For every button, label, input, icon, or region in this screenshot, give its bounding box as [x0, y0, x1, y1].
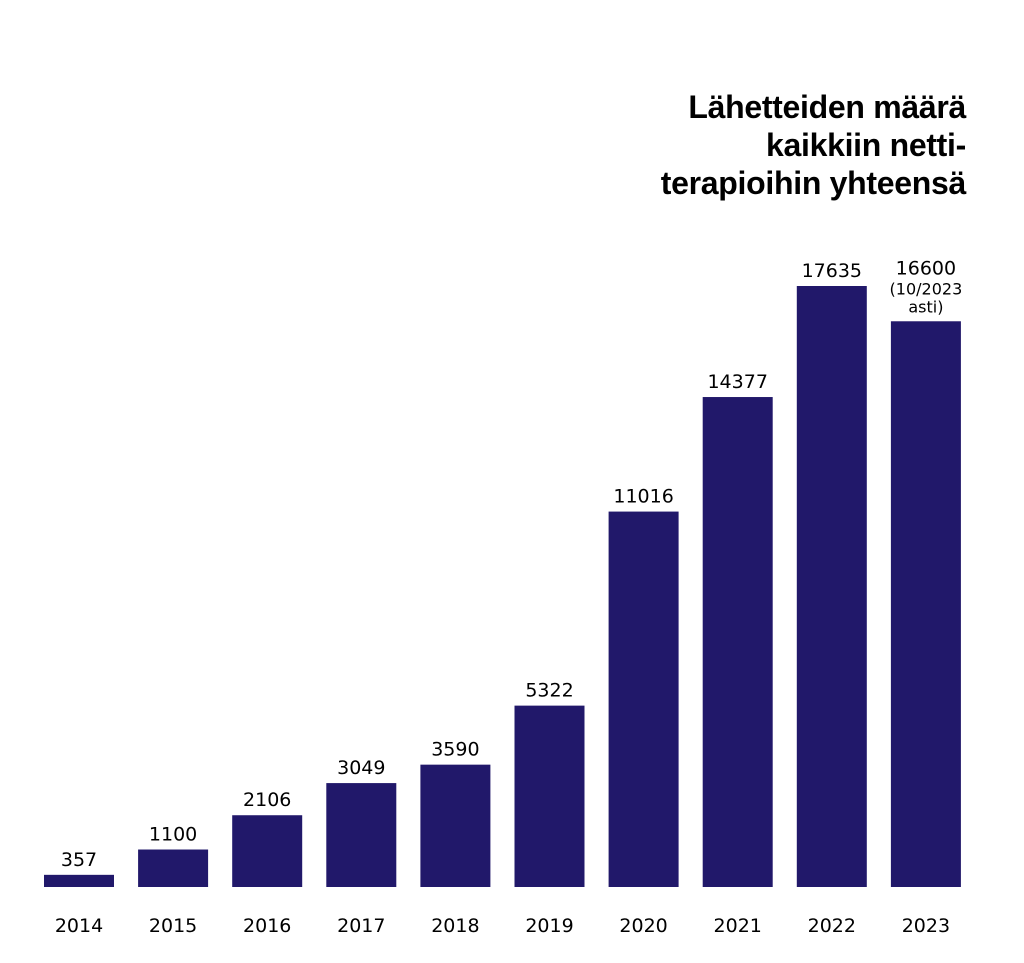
bar-value-label: 17635	[802, 260, 862, 282]
bar-annotation: asti)	[908, 297, 943, 316]
bar-value-label: 11016	[613, 486, 673, 508]
x-tick-label: 2015	[149, 915, 197, 937]
bars-layer	[44, 286, 961, 887]
x-tick-label: 2016	[243, 915, 291, 937]
chart-title: Lähetteiden määrä kaikkiin netti- terapi…	[546, 88, 967, 202]
bar	[420, 764, 491, 887]
x-tick-label: 2021	[714, 915, 762, 937]
x-tick-label: 2020	[619, 915, 667, 937]
labels-layer: 357 2014 1100 2015 2106 2016 3049 2017 3590 2018 5…	[55, 257, 962, 937]
bar	[44, 874, 114, 887]
chart-title-line: Lähetteiden määrä	[688, 89, 966, 125]
bar	[326, 783, 397, 887]
bar-value-label: 2106	[243, 789, 291, 811]
x-tick-label: 2022	[808, 915, 856, 937]
bar	[702, 397, 773, 887]
chart-title-line: kaikkiin netti-	[765, 127, 966, 163]
bar-value-label: 16600	[896, 257, 956, 279]
chart-title-line: terapioihin yhteensä	[660, 165, 967, 201]
bar	[138, 849, 209, 887]
bar-value-label: 357	[61, 849, 97, 871]
bar-value-label: 3049	[337, 757, 385, 779]
bar	[796, 286, 867, 887]
bar	[608, 511, 679, 887]
x-tick-label: 2023	[902, 915, 950, 937]
bar-value-label: 1100	[149, 824, 197, 846]
bar	[890, 321, 961, 887]
x-tick-label: 2018	[431, 915, 479, 937]
x-tick-label: 2017	[337, 915, 385, 937]
bar	[232, 815, 303, 887]
bar-annotation: (10/2023	[890, 279, 963, 298]
x-tick-label: 2019	[525, 915, 573, 937]
bar-value-label: 5322	[525, 680, 573, 702]
bar-value-label: 3590	[431, 739, 479, 761]
x-tick-label: 2014	[55, 915, 103, 937]
bar-value-label: 14377	[707, 371, 767, 393]
bar	[514, 705, 585, 887]
